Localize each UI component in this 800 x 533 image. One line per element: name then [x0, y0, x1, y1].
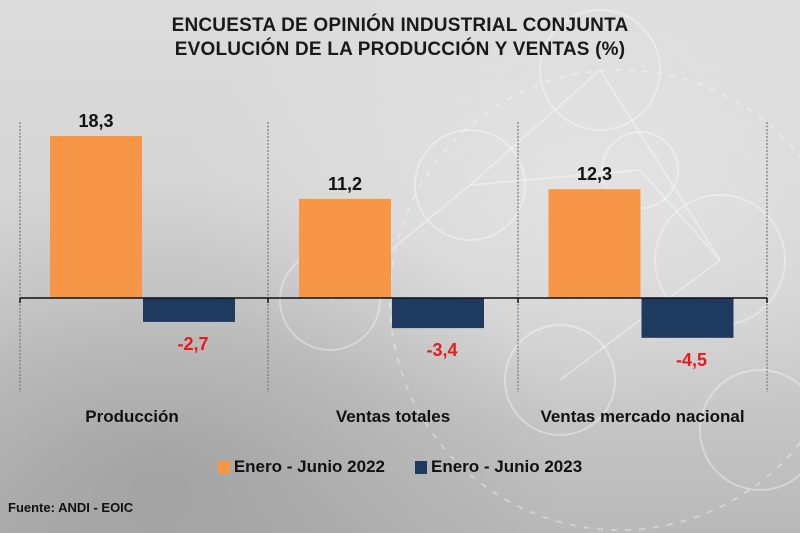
network-ring [389, 69, 800, 531]
data-label-2022-2: 12,3 [577, 164, 612, 184]
bar-2022-0 [50, 136, 142, 298]
data-label-2023-2: -4,5 [676, 350, 707, 370]
chart-title-line-2: EVOLUCIÓN DE LA PRODUCCIÓN Y VENTAS (%) [174, 39, 626, 60]
legend-label-2022: Enero - Junio 2022 [233, 457, 385, 476]
category-label-1: Ventas totales [336, 407, 450, 426]
legend-item-2023: Enero - Junio 2023 [415, 457, 582, 477]
bar-2023-1 [392, 298, 484, 329]
network-node-circle [699, 369, 800, 491]
source-note: Fuente: ANDI - EOIC [8, 500, 134, 515]
bar-2023-2 [641, 298, 734, 338]
chart-title: ENCUESTA DE OPINIÓN INDUSTRIAL CONJUNTA … [0, 14, 800, 62]
network-node-circle [539, 9, 661, 131]
data-label-2023-0: -2,7 [177, 334, 208, 354]
legend-swatch-2023 [415, 460, 427, 474]
bar-2022-2 [548, 189, 641, 298]
chart-title-line-1: ENCUESTA DE OPINIÓN INDUSTRIAL CONJUNTA [171, 15, 629, 36]
category-label-0: Producción [85, 407, 179, 426]
legend-swatch-2022 [217, 460, 230, 474]
legend: Enero - Junio 2022 Enero - Junio 2023 [0, 457, 800, 477]
category-label-2: Ventas mercado nacional [540, 407, 744, 426]
network-node-circle [414, 129, 526, 241]
data-label-2022-0: 18,3 [78, 111, 113, 131]
data-label-2022-1: 11,2 [328, 174, 362, 194]
bar-2023-0 [143, 298, 235, 322]
network-node-circle [504, 324, 616, 436]
bar-2022-1 [299, 198, 391, 298]
data-label-2023-1: -3,4 [426, 340, 457, 360]
legend-item-2022: Enero - Junio 2022 [217, 457, 385, 477]
legend-label-2023: Enero - Junio 2023 [431, 457, 583, 476]
